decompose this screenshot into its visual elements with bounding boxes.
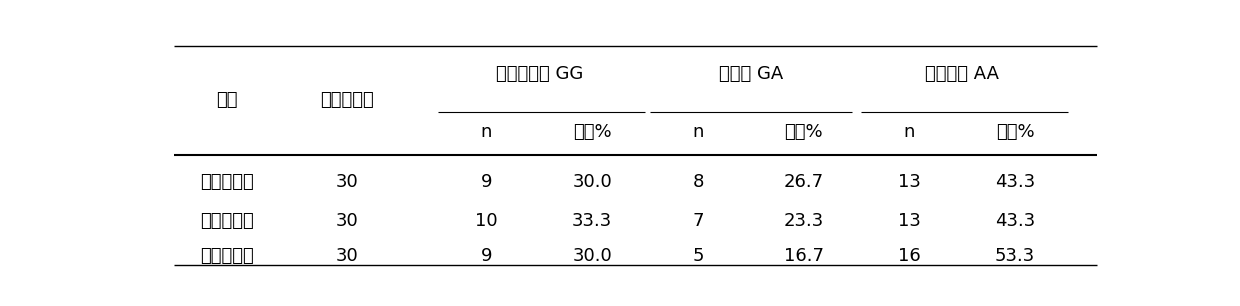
Text: 30.0: 30.0 — [573, 173, 613, 191]
Text: 8: 8 — [692, 173, 703, 191]
Text: 频率%: 频率% — [573, 123, 611, 141]
Text: n: n — [904, 123, 915, 141]
Text: 10: 10 — [475, 211, 497, 230]
Text: 30: 30 — [336, 173, 358, 191]
Text: 30.0: 30.0 — [573, 247, 613, 265]
Text: 16: 16 — [898, 247, 921, 265]
Text: n: n — [692, 123, 703, 141]
Text: 5: 5 — [692, 247, 704, 265]
Text: 杂合体 GA: 杂合体 GA — [719, 65, 782, 84]
Text: 9: 9 — [481, 173, 492, 191]
Text: 30: 30 — [336, 247, 358, 265]
Text: 33.3: 33.3 — [572, 211, 613, 230]
Text: 7: 7 — [692, 211, 704, 230]
Text: 浙江省金华: 浙江省金华 — [200, 211, 254, 230]
Text: 频率%: 频率% — [996, 123, 1034, 141]
Text: 敏感纯合体 GG: 敏感纯合体 GG — [496, 65, 583, 84]
Text: 浙江省温岭: 浙江省温岭 — [200, 247, 254, 265]
Text: 13: 13 — [898, 211, 921, 230]
Text: 30: 30 — [336, 211, 358, 230]
Text: 43.3: 43.3 — [994, 173, 1035, 191]
Text: 23.3: 23.3 — [784, 211, 823, 230]
Text: 16.7: 16.7 — [784, 247, 823, 265]
Text: 43.3: 43.3 — [994, 211, 1035, 230]
Text: 13: 13 — [898, 173, 921, 191]
Text: 26.7: 26.7 — [784, 173, 823, 191]
Text: n: n — [481, 123, 492, 141]
Text: 浙江省衢州: 浙江省衢州 — [200, 173, 254, 191]
Text: 抗性合体 AA: 抗性合体 AA — [925, 65, 999, 84]
Text: 检测个体数: 检测个体数 — [320, 91, 374, 109]
Text: 频率%: 频率% — [785, 123, 823, 141]
Text: 53.3: 53.3 — [994, 247, 1035, 265]
Text: 9: 9 — [481, 247, 492, 265]
Text: 地区: 地区 — [216, 91, 238, 109]
